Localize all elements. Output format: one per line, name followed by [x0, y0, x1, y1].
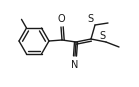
Text: O: O — [57, 13, 65, 23]
Text: S: S — [99, 31, 105, 41]
Text: S: S — [88, 14, 94, 24]
Text: N: N — [71, 60, 79, 70]
